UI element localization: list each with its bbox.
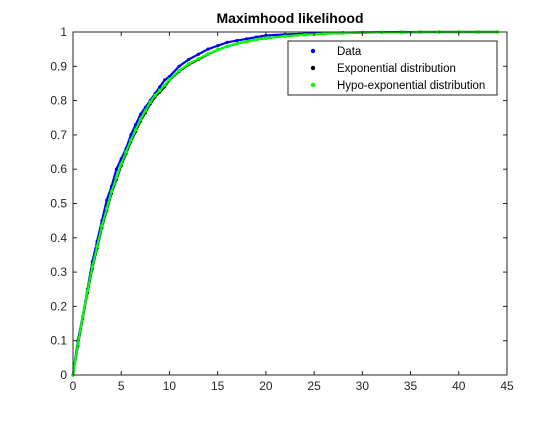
- data-point: [206, 47, 210, 51]
- data-point: [80, 314, 85, 319]
- x-tick-label: 45: [500, 379, 514, 393]
- data-point: [177, 68, 181, 73]
- y-tick-label: 0.3: [50, 265, 67, 279]
- legend-marker: [310, 65, 316, 71]
- x-tick-label: 35: [404, 379, 418, 393]
- data-point: [119, 162, 124, 166]
- data-point: [283, 34, 287, 38]
- data-point: [104, 206, 109, 211]
- data-point: [129, 133, 133, 137]
- data-point: [225, 40, 229, 44]
- data-point: [100, 223, 104, 228]
- y-tick-label: 0.1: [50, 334, 67, 348]
- data-point: [254, 37, 259, 42]
- legend: Data Exponential distribution Hypo-exponen…: [287, 40, 498, 96]
- data-point: [153, 93, 157, 98]
- data-point: [133, 127, 138, 132]
- data-point: [134, 123, 138, 127]
- data-point: [138, 112, 143, 116]
- x-tick-label: 15: [211, 379, 225, 393]
- data-point: [302, 32, 307, 37]
- data-point: [148, 100, 152, 105]
- data-point: [95, 244, 99, 249]
- data-point: [235, 41, 239, 46]
- y-tick-label: 0.4: [50, 231, 67, 245]
- x-tick-label: 10: [163, 379, 177, 393]
- data-point: [109, 189, 114, 194]
- legend-marker: [310, 82, 316, 88]
- data-point: [85, 289, 90, 293]
- data-point: [162, 83, 167, 87]
- y-tick-label: 0.7: [50, 128, 67, 142]
- data-point: [206, 52, 210, 56]
- data-point: [196, 52, 200, 56]
- data-point: [114, 175, 119, 180]
- data-point: [187, 57, 191, 62]
- data-point: [138, 117, 143, 122]
- data-point: [163, 78, 167, 82]
- data-point: [245, 37, 249, 41]
- data-point: [235, 38, 239, 43]
- data-point: [143, 109, 148, 113]
- x-tick-label: 25: [307, 379, 321, 393]
- y-tick-label: 0: [60, 368, 67, 382]
- data-point: [321, 31, 326, 36]
- data-point: [177, 64, 181, 68]
- data-point: [196, 56, 201, 61]
- data-point: [129, 138, 133, 142]
- data-point: [114, 167, 118, 171]
- data-point: [264, 36, 268, 40]
- y-tick-label: 0.9: [50, 59, 67, 73]
- data-point: [76, 342, 80, 346]
- data-point: [244, 39, 249, 44]
- legend-label: Hypo-exponential distribution: [337, 80, 485, 92]
- y-tick-label: 0.2: [50, 299, 67, 313]
- data-point: [158, 85, 162, 89]
- x-tick-label: 30: [356, 379, 370, 393]
- x-tick-label: 5: [118, 379, 125, 393]
- data-point: [186, 62, 191, 66]
- y-tick-label: 0.8: [50, 94, 67, 108]
- x-tick-label: 40: [452, 379, 466, 393]
- data-point: [225, 44, 230, 49]
- data-point: [105, 198, 109, 202]
- x-tick-label: 0: [70, 379, 77, 393]
- legend-label: Exponential distribution: [337, 63, 456, 75]
- chart-title: Maximhood likelihood: [216, 10, 363, 26]
- legend-label: Data: [337, 46, 362, 58]
- data-point: [158, 88, 162, 93]
- data-point: [215, 48, 220, 52]
- y-tick-label: 0.5: [50, 197, 67, 211]
- y-tick-label: 0.6: [50, 162, 67, 176]
- data-point: [124, 150, 128, 154]
- legend-box: [287, 40, 498, 96]
- legend-marker: [310, 48, 316, 54]
- data-point: [167, 77, 172, 82]
- data-point: [216, 44, 220, 48]
- x-tick-label: 20: [259, 379, 273, 393]
- axes: 0 5 10 15 20 25 30 35 40 45 0 0.1 0.2 0.3 0.4 0.5 0.6 0.7…: [50, 25, 514, 393]
- data-point: [90, 265, 95, 269]
- y-tick-label: 1: [60, 25, 67, 39]
